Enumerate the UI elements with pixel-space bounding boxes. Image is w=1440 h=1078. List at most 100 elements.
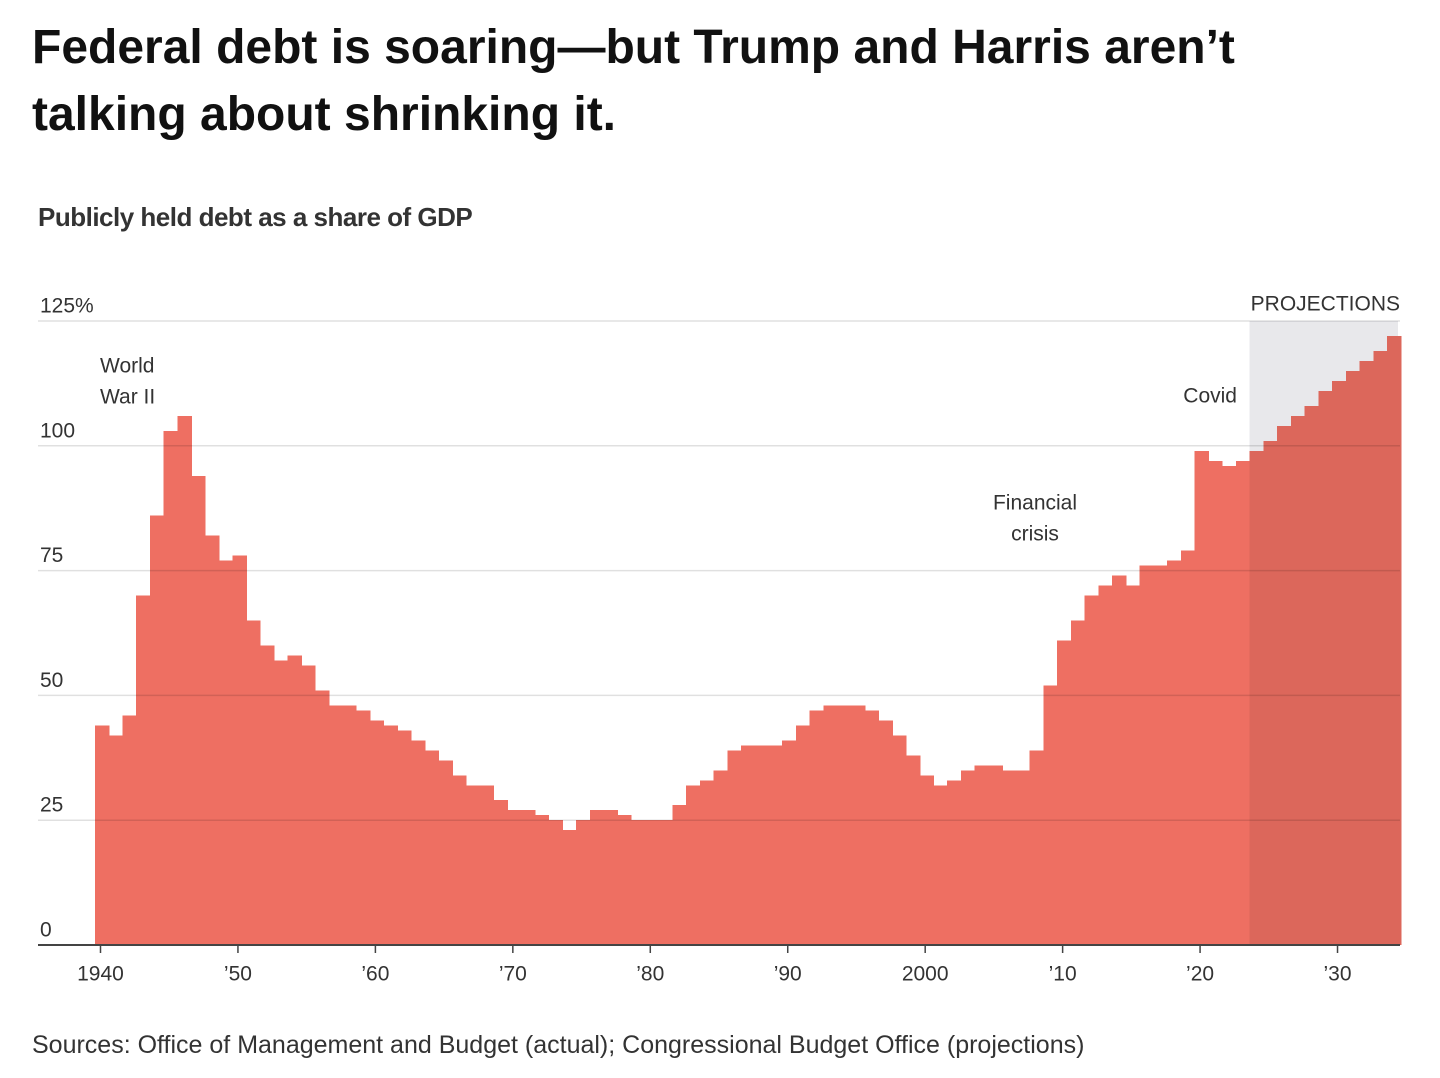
bar (809, 710, 825, 945)
bar (534, 815, 550, 945)
bar (287, 655, 302, 945)
bar (644, 820, 660, 945)
bar (232, 555, 247, 945)
x-tick-label: ’90 (774, 963, 802, 986)
bar (218, 560, 234, 945)
bar (1057, 640, 1072, 945)
bar (672, 805, 687, 945)
bar (383, 725, 398, 945)
x-tick-label: ’10 (1049, 963, 1077, 986)
y-tick-label: 100 (40, 419, 75, 442)
bar (1180, 550, 1196, 945)
bar (273, 660, 289, 945)
bar (1208, 460, 1223, 945)
bar (576, 820, 591, 945)
bar (342, 705, 357, 945)
bar (1015, 770, 1031, 945)
bar (95, 725, 110, 945)
bar (314, 690, 330, 945)
bar (686, 785, 701, 945)
bar (1098, 585, 1113, 945)
bar (1070, 620, 1086, 945)
bar (1332, 380, 1347, 945)
bar (1194, 450, 1209, 945)
bar (960, 770, 976, 945)
bar (1002, 770, 1017, 945)
bar (1043, 685, 1058, 945)
bar (301, 665, 316, 945)
source: Sources: Office of Management and Budget… (32, 1031, 1085, 1059)
bar (892, 735, 907, 945)
bar (493, 800, 508, 945)
bar (947, 780, 962, 945)
bar (163, 430, 179, 946)
bar (1387, 335, 1402, 945)
bar (1029, 750, 1044, 945)
projection-label: PROJECTIONS (1251, 293, 1400, 316)
annotation: Financial (993, 492, 1077, 515)
bar (204, 535, 220, 945)
bar (850, 705, 866, 945)
x-tick-label: 1940 (77, 963, 124, 986)
bar (713, 770, 728, 945)
bar (521, 810, 536, 945)
bar (1304, 405, 1319, 945)
bar (741, 745, 756, 945)
bar (782, 740, 797, 945)
bar (136, 595, 151, 945)
bar (411, 740, 426, 945)
annotation: Covid (1183, 385, 1237, 408)
x-tick-label: ’70 (499, 963, 527, 986)
bar (768, 745, 783, 945)
x-tick-label: 2000 (902, 963, 949, 986)
annotation: crisis (1011, 523, 1059, 546)
bar (479, 785, 495, 945)
bar (988, 765, 1003, 945)
bar (1290, 415, 1306, 945)
bar (328, 705, 344, 945)
bar (438, 760, 453, 945)
y-tick-label: 25 (40, 794, 63, 817)
bar (658, 820, 673, 945)
y-tick-label: 0 (40, 919, 52, 942)
bar (246, 620, 261, 945)
bar (191, 475, 206, 945)
bar (1112, 575, 1127, 945)
x-tick-label: ’80 (636, 963, 664, 986)
title: Federal debt is soaring—but Trump and Ha… (32, 21, 1235, 141)
bar (177, 415, 192, 945)
bar (108, 735, 124, 945)
bar (603, 810, 618, 945)
bar (864, 710, 880, 945)
bar (837, 705, 852, 945)
bar (122, 715, 137, 945)
bar (397, 730, 412, 945)
bar (1139, 565, 1154, 945)
bar (919, 775, 935, 945)
y-tick-label: 75 (40, 544, 63, 567)
bar (823, 705, 838, 945)
bar (905, 755, 921, 945)
x-tick-label: ’30 (1324, 963, 1352, 986)
annotation: World (100, 355, 154, 378)
annotation: War II (100, 386, 155, 409)
bar (1235, 460, 1251, 945)
bar (878, 720, 893, 945)
bar (1318, 390, 1333, 945)
bar (259, 645, 275, 945)
bar (1125, 585, 1141, 945)
bar (507, 810, 522, 945)
bar (149, 515, 165, 945)
bar (1249, 450, 1264, 945)
bar (589, 810, 605, 945)
x-tick-label: ’50 (224, 963, 252, 986)
bar (424, 750, 440, 945)
bar (727, 750, 742, 945)
bar (933, 785, 948, 945)
bar (699, 780, 715, 945)
y-tick-label: 125% (40, 295, 94, 318)
x-tick-label: ’20 (1186, 963, 1214, 986)
subtitle: Publicly held debt as a share of GDP (38, 202, 473, 232)
